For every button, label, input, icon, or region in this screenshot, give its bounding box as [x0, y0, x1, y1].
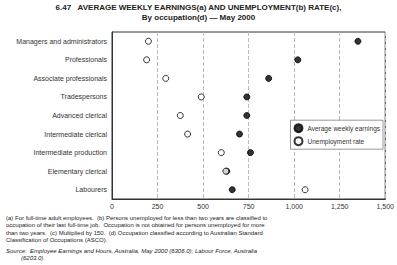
svg-text:Elementary clerical: Elementary clerical	[48, 168, 108, 176]
svg-text:Managers and administrators: Managers and administrators	[16, 38, 107, 46]
svg-text:0: 0	[110, 203, 114, 210]
svg-text:750: 750	[243, 203, 255, 210]
svg-text:Source: Employee Earnings and: Source: Employee Earnings and Hours, Aus…	[6, 248, 258, 254]
svg-text:Average weekly earnings: Average weekly earnings	[307, 125, 380, 133]
svg-text:Labourers: Labourers	[75, 186, 107, 193]
svg-text:Tradespersons: Tradespersons	[61, 93, 108, 101]
svg-text:1,500: 1,500	[376, 203, 394, 210]
svg-text:Professionals: Professionals	[65, 56, 108, 63]
svg-text:1,250: 1,250	[331, 203, 349, 210]
svg-text:Intermediate production: Intermediate production	[33, 149, 107, 157]
svg-text:Classification of Occupations: Classification of Occupations (ASCO).	[6, 237, 108, 243]
svg-text:1,000: 1,000	[285, 203, 303, 210]
svg-text:(6203.0).: (6203.0).	[6, 255, 45, 261]
svg-text:Unemployment rate: Unemployment rate	[307, 138, 364, 146]
svg-text:occupation of their last full-: occupation of their last full-time job. …	[6, 222, 265, 228]
svg-text:6.47 AVERAGE WEEKLY EARNINGS: 6.47 AVERAGE WEEKLY EARNINGS(a) AND UNEM…	[56, 3, 342, 12]
svg-text:500: 500	[197, 203, 209, 210]
svg-text:250: 250	[152, 203, 164, 210]
svg-text:(a) For full-time adult employ: (a) For full-time adult employees. (b) P…	[6, 215, 268, 221]
svg-text:Advanced clerical: Advanced clerical	[52, 112, 107, 119]
svg-text:than two years. (c) Multiplie: than two years. (c) Multiplied by 150. (…	[6, 230, 263, 236]
svg-text:Associate professionals: Associate professionals	[33, 75, 107, 83]
svg-text:By occupation(d) — May 2000: By occupation(d) — May 2000	[142, 13, 256, 22]
svg-text:Intermediate clerical: Intermediate clerical	[44, 131, 107, 138]
